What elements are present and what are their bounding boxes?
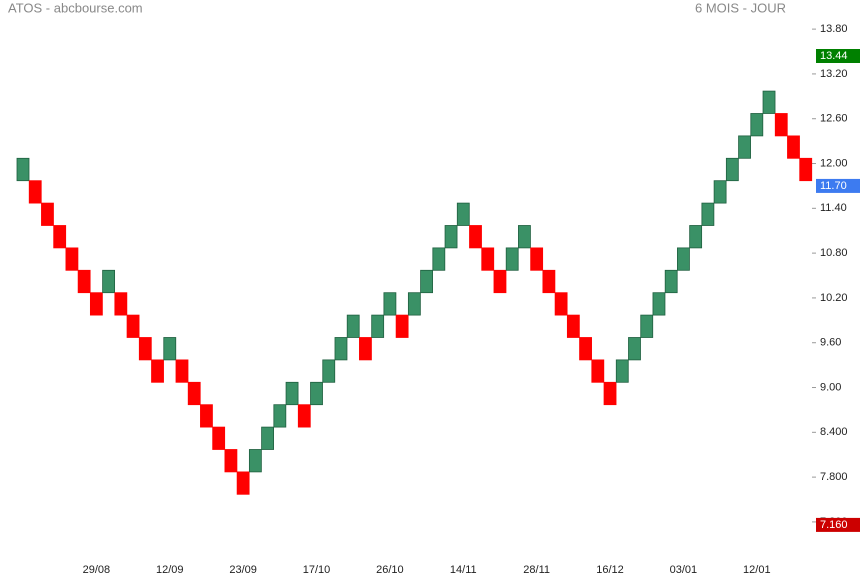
- up-brick: [725, 157, 739, 182]
- up-brick: [261, 426, 275, 450]
- x-tick-label: 28/11: [523, 564, 550, 576]
- down-brick: [212, 426, 226, 450]
- up-brick: [664, 269, 678, 294]
- up-brick: [346, 314, 360, 338]
- price-tag-label: 13.44: [820, 50, 848, 62]
- up-brick: [273, 404, 287, 428]
- up-brick: [518, 225, 531, 249]
- chart-subtitle: 6 MOIS - JOUR: [695, 0, 786, 15]
- down-brick: [799, 157, 813, 182]
- y-tick-label: 12.60: [820, 113, 848, 125]
- x-tick-label: 12/01: [743, 564, 771, 576]
- down-brick: [359, 337, 372, 361]
- down-brick: [200, 404, 213, 428]
- x-tick-label: 29/08: [83, 564, 111, 576]
- x-tick-label: 14/11: [450, 564, 477, 576]
- down-brick: [126, 314, 140, 338]
- down-brick: [41, 202, 54, 226]
- up-brick: [16, 157, 30, 182]
- y-tick-label: 13.20: [820, 68, 848, 80]
- y-tick-label: 10.20: [820, 292, 848, 304]
- up-brick: [738, 135, 751, 159]
- down-brick: [297, 404, 311, 428]
- down-brick: [579, 337, 592, 361]
- y-tick-label: 9.00: [820, 381, 841, 393]
- up-brick: [102, 269, 116, 294]
- y-tick-label: 11.40: [820, 202, 847, 214]
- up-brick: [322, 359, 336, 383]
- price-tag: [816, 49, 860, 63]
- down-brick: [187, 381, 201, 406]
- up-brick: [371, 314, 385, 338]
- down-brick: [542, 269, 556, 294]
- down-brick: [566, 314, 580, 338]
- down-brick: [774, 113, 788, 137]
- down-brick: [530, 247, 544, 271]
- up-brick: [285, 381, 299, 406]
- down-brick: [53, 225, 67, 249]
- down-brick: [89, 292, 103, 316]
- down-brick: [138, 337, 152, 361]
- down-brick: [554, 292, 568, 316]
- y-tick-label: 13.80: [820, 23, 848, 35]
- up-brick: [432, 247, 446, 271]
- down-brick: [77, 269, 91, 294]
- up-brick: [444, 225, 458, 249]
- down-brick: [175, 359, 189, 383]
- up-brick: [701, 202, 715, 226]
- x-tick-label: 23/09: [229, 564, 257, 576]
- y-tick-label: 8.400: [820, 426, 848, 438]
- up-brick: [640, 314, 654, 338]
- up-brick: [163, 337, 177, 361]
- down-brick: [603, 381, 617, 406]
- price-tag: [816, 178, 860, 193]
- x-tick-label: 03/01: [670, 564, 698, 576]
- down-brick: [395, 314, 409, 338]
- x-tick-label: 26/10: [376, 564, 404, 576]
- x-tick-label: 12/09: [156, 564, 184, 576]
- down-brick: [65, 247, 79, 271]
- up-brick: [248, 449, 262, 473]
- down-brick: [114, 292, 128, 316]
- y-tick-label: 9.60: [820, 337, 841, 349]
- down-brick: [493, 269, 507, 294]
- down-brick: [151, 359, 164, 383]
- up-brick: [628, 337, 641, 361]
- y-tick-label: 12.00: [820, 157, 848, 169]
- up-brick: [383, 292, 397, 316]
- price-tag-label: 7.160: [820, 519, 848, 531]
- up-brick: [420, 269, 433, 294]
- up-brick: [334, 337, 348, 361]
- up-brick: [505, 247, 519, 271]
- up-brick: [615, 359, 629, 383]
- up-brick: [713, 180, 727, 204]
- down-brick: [591, 359, 605, 383]
- down-brick: [224, 449, 238, 473]
- price-tag: [816, 517, 860, 532]
- down-brick: [469, 225, 482, 249]
- x-tick-label: 16/12: [596, 564, 624, 576]
- down-brick: [481, 247, 495, 271]
- up-brick: [762, 90, 776, 114]
- up-brick: [652, 292, 666, 316]
- up-brick: [677, 247, 690, 271]
- up-brick: [407, 292, 421, 316]
- y-tick-label: 7.800: [820, 471, 848, 483]
- chart-title: ATOS - abcbourse.com: [8, 0, 143, 15]
- price-tag-label: 11.70: [820, 180, 847, 192]
- down-brick: [28, 180, 42, 204]
- up-brick: [689, 225, 703, 249]
- up-brick: [750, 113, 764, 137]
- y-tick-label: 10.80: [820, 247, 848, 259]
- up-brick: [310, 381, 323, 406]
- down-brick: [787, 135, 800, 159]
- down-brick: [236, 471, 250, 495]
- up-brick: [456, 202, 470, 226]
- x-tick-label: 17/10: [303, 564, 331, 576]
